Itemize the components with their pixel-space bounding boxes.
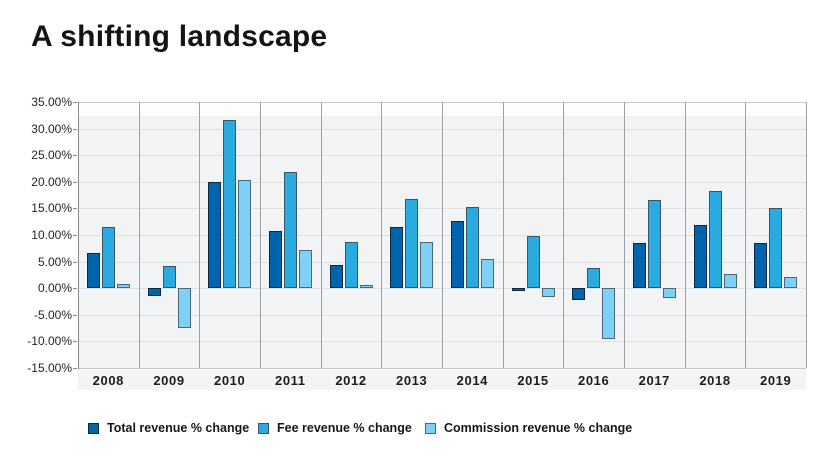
x-axis-strip bbox=[78, 369, 806, 390]
y-gridline bbox=[78, 368, 806, 369]
bar-commission-2010 bbox=[238, 180, 251, 289]
x-axis-label: 2018 bbox=[699, 373, 731, 388]
bar-fee-2017 bbox=[648, 200, 661, 289]
bar-total-2010 bbox=[208, 182, 221, 289]
bar-fee-2012 bbox=[345, 242, 358, 289]
legend-label: Commission revenue % change bbox=[444, 421, 633, 435]
year-separator bbox=[199, 102, 201, 368]
year-separator bbox=[381, 102, 383, 368]
bar-commission-2008 bbox=[117, 284, 130, 289]
x-axis-label: 2009 bbox=[153, 373, 185, 388]
x-axis-label: 2014 bbox=[456, 373, 488, 388]
y-axis-tick bbox=[73, 128, 77, 130]
y-axis-tick bbox=[73, 155, 77, 157]
bar-fee-2014 bbox=[466, 207, 479, 289]
year-separator bbox=[806, 102, 807, 368]
x-axis-label: 2017 bbox=[638, 373, 670, 388]
legend-swatch-icon bbox=[425, 422, 436, 434]
x-axis-label: 2019 bbox=[759, 373, 792, 388]
bar-total-2011 bbox=[269, 231, 282, 289]
legend-item-total: Total revenue % change bbox=[88, 421, 249, 435]
year-separator bbox=[502, 102, 504, 368]
bar-commission-2015 bbox=[542, 288, 555, 298]
bar-commission-2016 bbox=[602, 288, 615, 340]
y-axis-tick bbox=[73, 208, 77, 210]
y-axis-label: -5.00% bbox=[33, 307, 72, 322]
y-axis-label: -15.00% bbox=[27, 361, 72, 375]
y-axis-label: 5.00% bbox=[37, 254, 72, 269]
bar-total-2009 bbox=[148, 288, 161, 297]
y-axis-label: 20.00% bbox=[31, 174, 72, 189]
bar-fee-2019 bbox=[769, 208, 782, 289]
y-axis-tick bbox=[73, 235, 77, 236]
legend-label: Total revenue % change bbox=[107, 421, 250, 435]
y-axis-tick bbox=[73, 261, 77, 263]
bar-total-2019 bbox=[754, 243, 767, 289]
year-separator bbox=[684, 102, 686, 368]
y-axis-label: 30.00% bbox=[31, 121, 72, 136]
y-axis-tick bbox=[73, 314, 77, 316]
bar-fee-2015 bbox=[527, 236, 540, 289]
y-axis-label: 25.00% bbox=[31, 148, 72, 163]
bar-total-2015 bbox=[512, 288, 525, 292]
year-separator bbox=[260, 102, 261, 368]
y-axis-label: -10.00% bbox=[27, 334, 72, 349]
bar-fee-2011 bbox=[284, 172, 297, 289]
y-axis-label: 35.00% bbox=[31, 95, 72, 109]
year-separator bbox=[563, 102, 565, 368]
bar-total-2017 bbox=[633, 243, 646, 289]
legend-item-commission: Commission revenue % change bbox=[425, 421, 632, 435]
legend-label: Fee revenue % change bbox=[277, 421, 412, 435]
y-axis-label: 10.00% bbox=[31, 228, 72, 242]
bar-total-2018 bbox=[694, 225, 707, 289]
bar-commission-2019 bbox=[784, 277, 797, 289]
y-axis-tick bbox=[73, 288, 77, 290]
legend-item-fee: Fee revenue % change bbox=[258, 421, 412, 435]
bar-commission-2012 bbox=[360, 285, 373, 289]
legend-swatch-icon bbox=[88, 422, 99, 434]
bar-fee-2018 bbox=[709, 191, 722, 289]
year-separator bbox=[745, 102, 747, 368]
legend-swatch-icon bbox=[258, 422, 269, 434]
y-axis-tick bbox=[73, 341, 77, 343]
bar-total-2012 bbox=[330, 265, 343, 289]
bar-total-2014 bbox=[451, 221, 464, 289]
x-axis-label: 2016 bbox=[577, 373, 610, 388]
x-axis-label: 2012 bbox=[335, 373, 367, 388]
x-axis-label: 2008 bbox=[92, 373, 124, 388]
bar-commission-2018 bbox=[724, 274, 737, 289]
y-axis-line bbox=[78, 102, 79, 369]
y-axis-tick bbox=[73, 368, 77, 369]
bar-commission-2011 bbox=[299, 250, 312, 289]
bar-fee-2009 bbox=[163, 266, 176, 289]
y-axis-label: 15.00% bbox=[31, 201, 72, 216]
y-axis-label: 0.00% bbox=[37, 281, 72, 296]
x-axis-label: 2010 bbox=[213, 373, 246, 388]
x-axis-label: 2011 bbox=[275, 373, 306, 388]
bar-total-2016 bbox=[572, 288, 585, 301]
x-axis-label: 2015 bbox=[517, 373, 549, 388]
year-separator bbox=[442, 102, 443, 368]
chart-title: A shifting landscape bbox=[31, 20, 328, 53]
bar-commission-2014 bbox=[481, 259, 494, 289]
bar-fee-2016 bbox=[587, 268, 600, 289]
bar-fee-2013 bbox=[405, 199, 418, 289]
bar-total-2013 bbox=[390, 227, 403, 289]
y-axis-tick bbox=[73, 102, 77, 103]
year-separator bbox=[320, 102, 322, 368]
y-axis-tick bbox=[73, 181, 77, 183]
year-separator bbox=[138, 102, 140, 368]
bar-commission-2013 bbox=[420, 242, 433, 289]
bar-total-2008 bbox=[87, 253, 100, 289]
year-separator bbox=[624, 102, 625, 368]
bar-fee-2008 bbox=[102, 227, 115, 289]
x-axis-label: 2013 bbox=[395, 373, 428, 388]
bar-commission-2009 bbox=[178, 288, 191, 329]
bar-fee-2010 bbox=[223, 120, 236, 289]
bar-commission-2017 bbox=[663, 288, 676, 299]
